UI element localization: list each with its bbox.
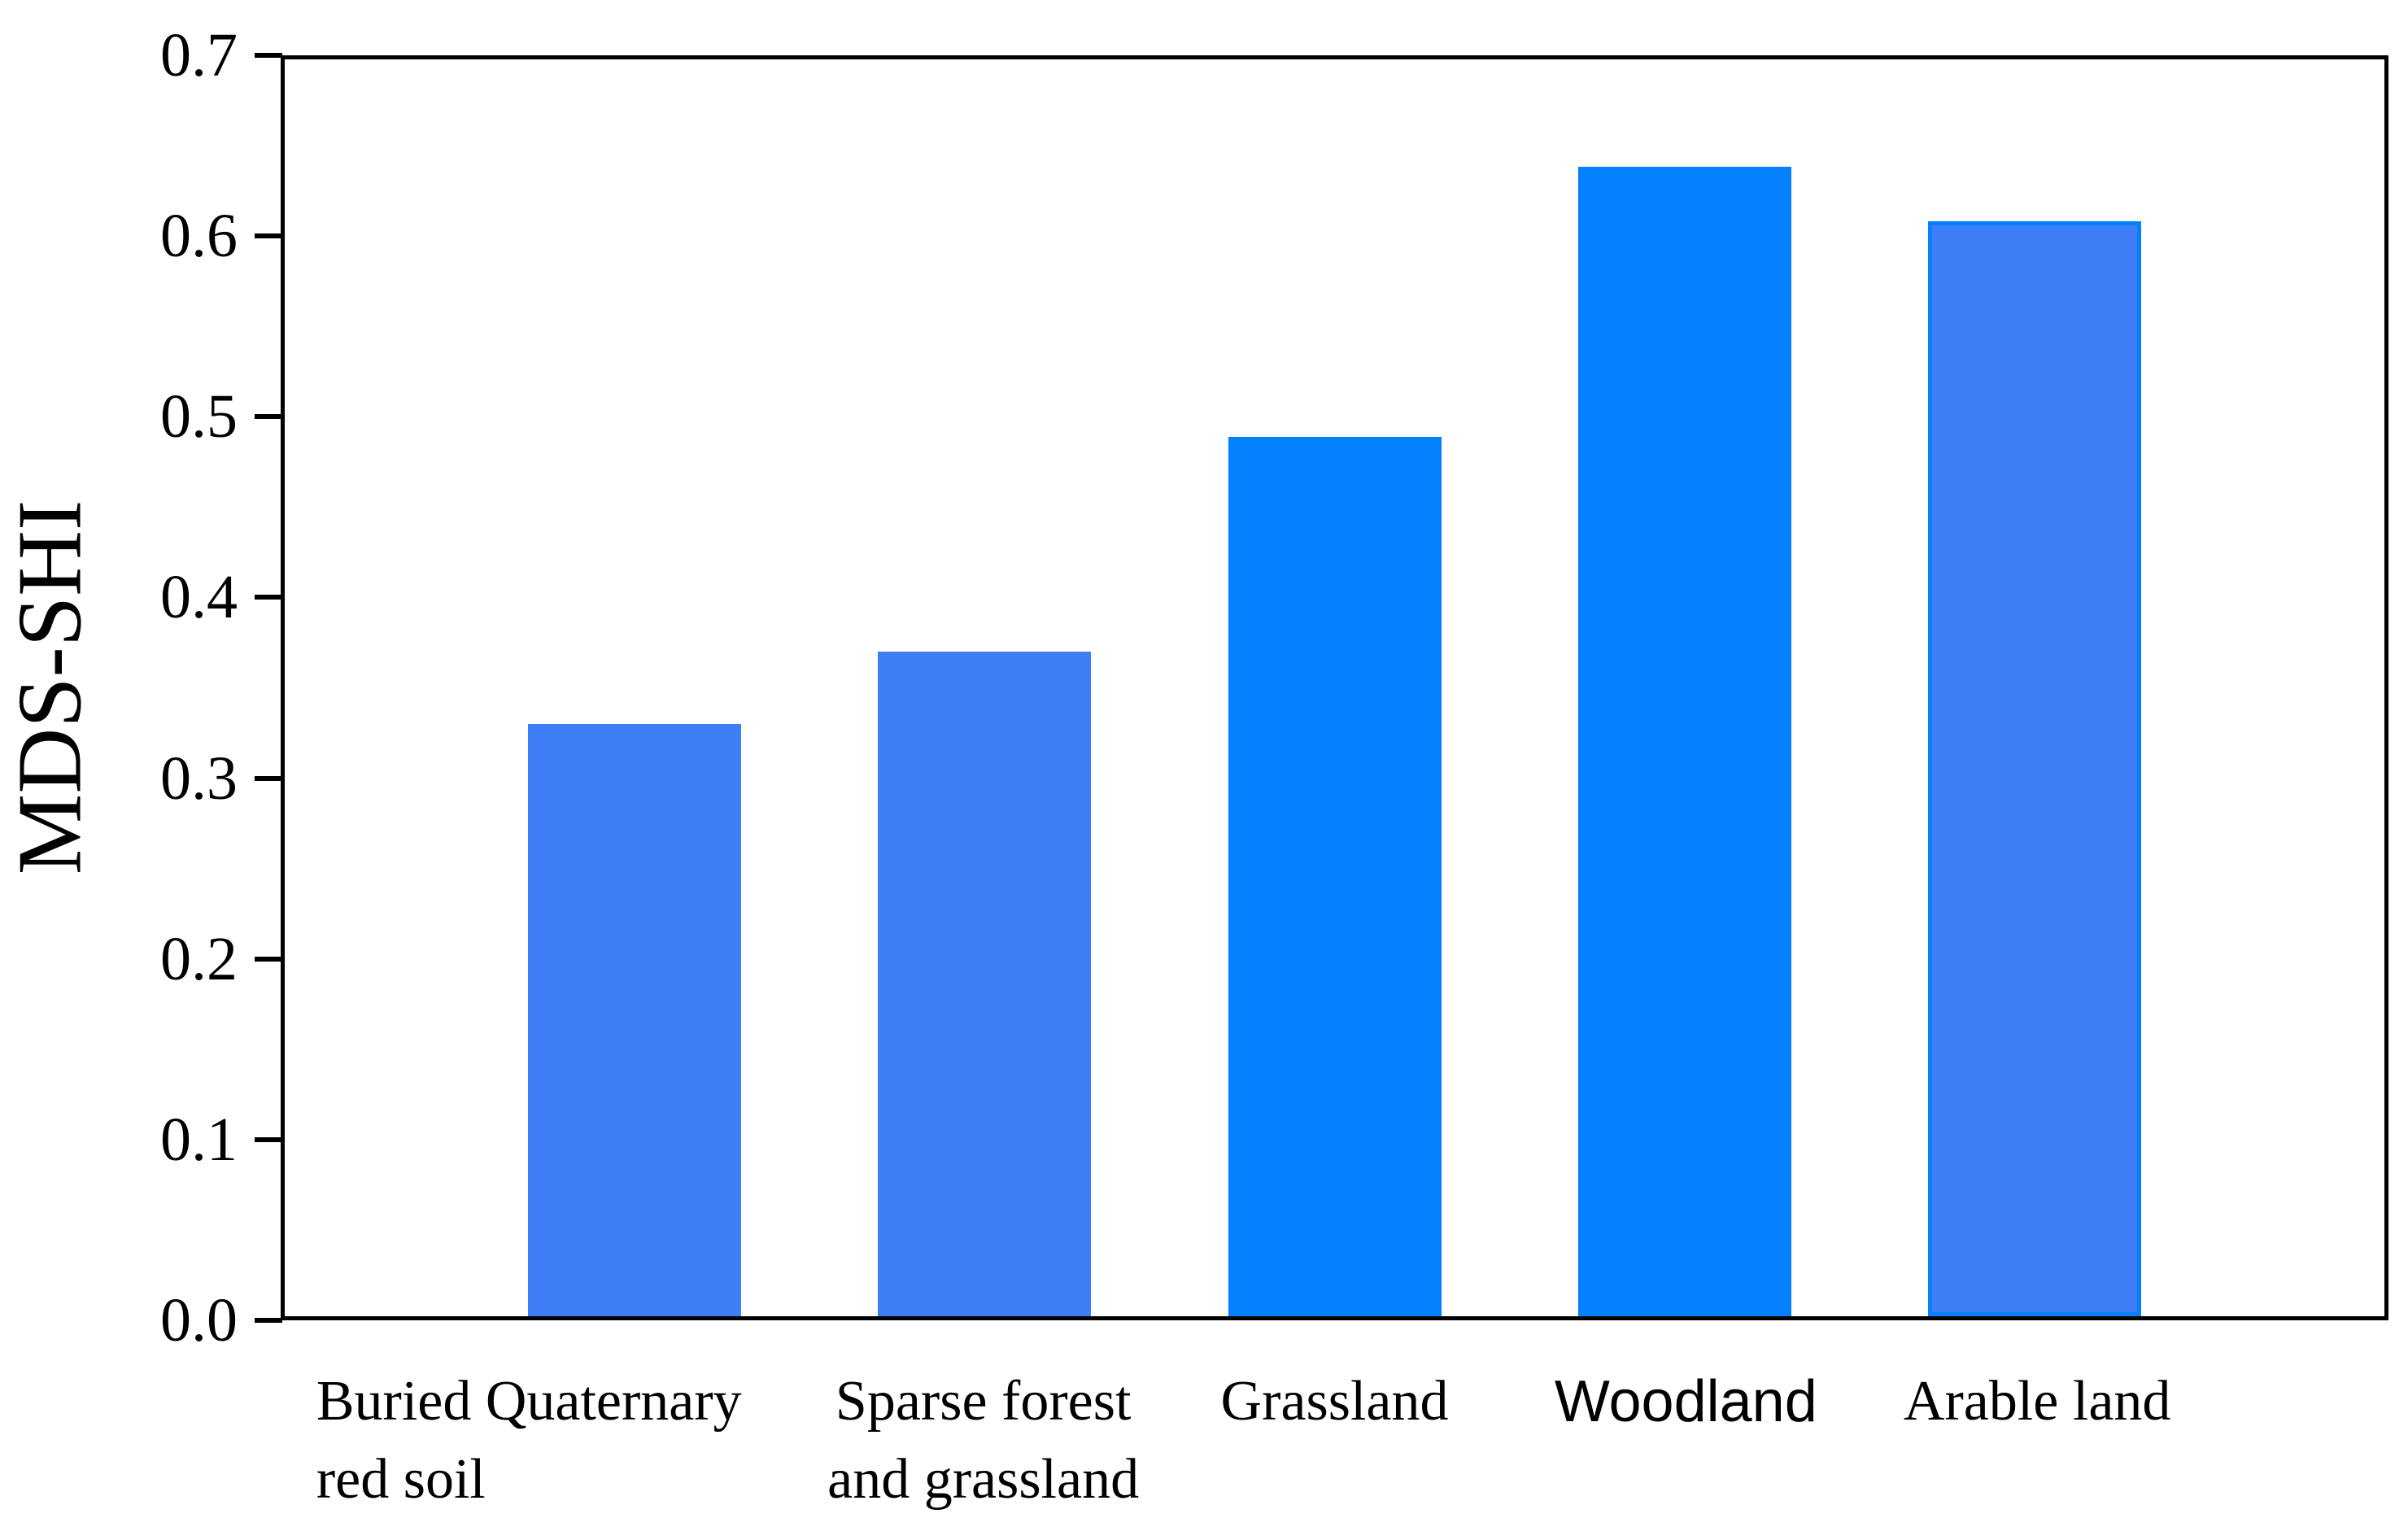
y-tick-mark-0.6 [255, 233, 282, 239]
x-tick-label-3: Grassland [969, 1363, 1701, 1441]
x-tick-label-line: Buried Quaternary [316, 1370, 742, 1433]
y-tick-label-0.7: 0.7 [160, 21, 238, 89]
bar-1 [528, 723, 742, 1316]
y-tick-mark-0.2 [255, 956, 282, 962]
x-tick-label-line: and grassland [827, 1448, 1140, 1511]
y-tick-mark-0.7 [255, 53, 282, 58]
x-tick-label-5: Arable land [1671, 1363, 2403, 1441]
bar-3 [1228, 436, 1442, 1316]
y-tick-mark-0.5 [255, 414, 282, 420]
y-tick-mark-0.4 [255, 595, 282, 600]
y-tick-label-0.3: 0.3 [160, 744, 238, 813]
y-tick-label-0.4: 0.4 [160, 563, 238, 632]
y-tick-label-0.6: 0.6 [160, 202, 238, 271]
y-tick-mark-0.3 [255, 775, 282, 781]
y-tick-mark-0.0 [255, 1318, 282, 1323]
x-tick-label-line: red soil [316, 1448, 486, 1511]
bar-2 [878, 652, 1092, 1316]
bar-5 [1927, 220, 2141, 1316]
x-tick-label-line: Grassland [1220, 1370, 1449, 1433]
x-tick-label-line: Sparse forest [835, 1370, 1132, 1433]
y-axis-title: MDS-SHI [0, 499, 101, 875]
y-tick-label-0.0: 0.0 [160, 1286, 238, 1354]
y-tick-label-0.2: 0.2 [160, 924, 238, 993]
x-tick-label-1: Buried Quaternary red soil [266, 1363, 998, 1518]
x-tick-label-2: Sparse forest and grassland [617, 1363, 1350, 1518]
x-tick-label-line: Arable land [1903, 1370, 2171, 1433]
bar-4 [1577, 167, 1791, 1316]
y-tick-label-0.1: 0.1 [160, 1105, 238, 1174]
x-tick-label-4: Woodland [1320, 1363, 2052, 1441]
y-tick-label-0.5: 0.5 [160, 382, 238, 451]
x-tick-label-line: Woodland [1554, 1369, 1817, 1434]
plot-area [281, 55, 2388, 1320]
y-tick-mark-0.1 [255, 1136, 282, 1142]
